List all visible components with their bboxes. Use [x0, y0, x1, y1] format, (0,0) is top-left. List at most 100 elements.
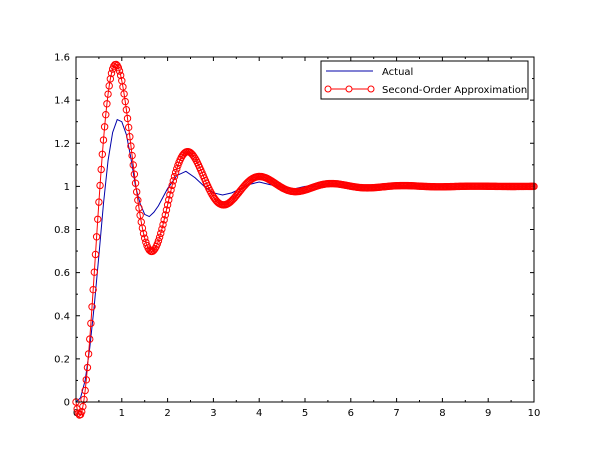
y-tick-label: 1.4	[54, 96, 70, 107]
x-tick-label: 1	[119, 408, 125, 419]
data-point	[161, 211, 170, 219]
y-tick-label: 0.6	[54, 268, 70, 279]
x-tick-label: 2	[164, 408, 170, 419]
data-point	[83, 363, 92, 372]
data-point	[138, 224, 147, 232]
data-point	[163, 201, 172, 209]
data-point	[162, 206, 171, 214]
data-point	[139, 229, 148, 238]
data-point	[119, 83, 127, 91]
data-point	[97, 165, 105, 174]
data-point	[124, 123, 133, 132]
data-point	[84, 350, 93, 358]
data-point	[98, 150, 107, 158]
data-point	[114, 63, 123, 72]
plot-area	[76, 57, 534, 402]
data-point	[128, 151, 136, 160]
data-point	[167, 186, 175, 194]
data-point	[78, 407, 86, 416]
x-tick-label: 0	[73, 408, 79, 419]
data-point	[131, 179, 140, 187]
data-point	[110, 62, 118, 70]
data-point	[159, 220, 167, 229]
y-tick-label: 0	[64, 398, 70, 409]
data-point	[96, 181, 104, 190]
data-point	[82, 376, 91, 384]
data-point	[88, 303, 96, 311]
data-point	[89, 285, 97, 294]
data-point	[80, 395, 88, 404]
y-tick-label: 1.2	[54, 139, 70, 150]
data-point	[87, 319, 95, 328]
data-point	[99, 136, 108, 144]
y-tick-label: 0.2	[54, 354, 70, 365]
data-point	[160, 216, 168, 224]
x-tick-label: 6	[348, 408, 354, 419]
legend-label-actual: Actual	[382, 67, 413, 78]
data-point	[166, 191, 174, 199]
data-point	[132, 188, 141, 196]
data-point	[168, 181, 176, 190]
legend-marker	[345, 85, 353, 93]
y-tick-label: 0.8	[54, 225, 70, 236]
data-point	[157, 229, 165, 238]
x-tick-label: 5	[302, 408, 308, 419]
legend-box	[320, 60, 529, 100]
data-point	[158, 225, 166, 233]
data-point	[90, 268, 99, 276]
data-point	[81, 386, 89, 395]
data-point	[121, 97, 129, 106]
data-point	[92, 233, 101, 241]
data-point	[107, 69, 116, 77]
data-point	[94, 215, 102, 223]
data-point	[155, 233, 164, 242]
data-point	[115, 67, 124, 75]
y-tick-label: 0.4	[54, 311, 70, 322]
legend-marker	[367, 85, 375, 93]
data-point	[91, 250, 100, 259]
data-point	[123, 114, 132, 123]
data-point	[79, 402, 87, 411]
data-point	[130, 170, 139, 178]
data-point	[105, 82, 113, 90]
legend: Actual Second-Order Approximation	[320, 60, 529, 100]
legend-label-second-order-approximation: Second-Order Approximation	[382, 85, 527, 96]
data-point	[190, 152, 198, 161]
data-point	[126, 133, 134, 141]
legend-marker	[324, 85, 332, 93]
data-point	[141, 234, 149, 242]
data-point	[170, 172, 179, 181]
data-point	[106, 75, 115, 83]
x-tick-label: 3	[210, 408, 216, 419]
y-tick-label: 1	[64, 182, 70, 193]
x-tick-label: 8	[439, 408, 445, 419]
data-point	[100, 123, 109, 131]
plot-frame	[75, 56, 535, 403]
data-point	[135, 204, 143, 212]
data-point	[103, 100, 111, 108]
data-point	[165, 196, 173, 204]
data-point	[127, 142, 135, 150]
data-point	[171, 168, 180, 177]
data-point	[116, 71, 125, 80]
x-tick-label: 9	[485, 408, 491, 419]
data-point	[86, 335, 94, 343]
axes: 0 1 2 3 4 5 6 7 8 9 10 0 0.2 0.4 0.6 0.8 1 1.2 1.4 1.6	[54, 53, 540, 420]
data-point	[95, 198, 103, 206]
data-point	[134, 196, 142, 204]
data-point	[120, 90, 128, 98]
x-tick-label: 4	[256, 408, 262, 419]
series-second-order-approximation	[72, 60, 538, 419]
data-point	[153, 240, 161, 248]
data-point	[150, 246, 158, 254]
data-point	[154, 237, 163, 245]
data-point	[169, 177, 178, 185]
x-tick-label: 10	[528, 408, 541, 419]
data-point	[173, 165, 181, 173]
x-tick-label: 7	[393, 408, 399, 419]
data-point	[129, 161, 137, 169]
data-point	[102, 110, 110, 119]
data-point	[104, 90, 112, 98]
